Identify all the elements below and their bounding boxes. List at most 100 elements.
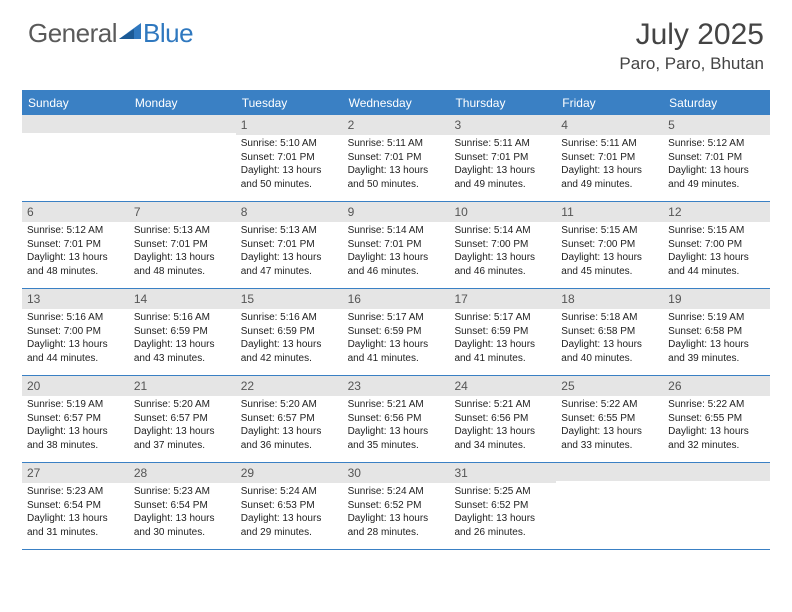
day-body: Sunrise: 5:15 AMSunset: 7:00 PMDaylight:… <box>556 222 663 282</box>
day-cell: 23Sunrise: 5:21 AMSunset: 6:56 PMDayligh… <box>343 376 450 462</box>
daylight-text: Daylight: 13 hours and 40 minutes. <box>561 338 659 365</box>
logo-text-blue: Blue <box>143 18 193 49</box>
day-body: Sunrise: 5:15 AMSunset: 7:00 PMDaylight:… <box>663 222 770 282</box>
day-body: Sunrise: 5:13 AMSunset: 7:01 PMDaylight:… <box>236 222 343 282</box>
month-title: July 2025 <box>619 18 764 52</box>
day-cell: 19Sunrise: 5:19 AMSunset: 6:58 PMDayligh… <box>663 289 770 375</box>
daylight-text: Daylight: 13 hours and 49 minutes. <box>561 164 659 191</box>
day-cell: 11Sunrise: 5:15 AMSunset: 7:00 PMDayligh… <box>556 202 663 288</box>
sunrise-text: Sunrise: 5:11 AM <box>454 137 552 151</box>
day-body: Sunrise: 5:19 AMSunset: 6:58 PMDaylight:… <box>663 309 770 369</box>
week-row: 13Sunrise: 5:16 AMSunset: 7:00 PMDayligh… <box>22 289 770 376</box>
day-number: 24 <box>449 376 556 396</box>
day-number: 12 <box>663 202 770 222</box>
day-cell: 27Sunrise: 5:23 AMSunset: 6:54 PMDayligh… <box>22 463 129 549</box>
day-number: 11 <box>556 202 663 222</box>
sunset-text: Sunset: 6:56 PM <box>348 412 446 426</box>
sunrise-text: Sunrise: 5:19 AM <box>27 398 125 412</box>
day-body: Sunrise: 5:11 AMSunset: 7:01 PMDaylight:… <box>556 135 663 195</box>
day-body: Sunrise: 5:17 AMSunset: 6:59 PMDaylight:… <box>449 309 556 369</box>
sunset-text: Sunset: 7:00 PM <box>561 238 659 252</box>
day-number: 25 <box>556 376 663 396</box>
day-number: 13 <box>22 289 129 309</box>
sunrise-text: Sunrise: 5:23 AM <box>134 485 232 499</box>
day-number: 10 <box>449 202 556 222</box>
daylight-text: Daylight: 13 hours and 50 minutes. <box>348 164 446 191</box>
sunrise-text: Sunrise: 5:22 AM <box>668 398 766 412</box>
day-number: 9 <box>343 202 450 222</box>
sunset-text: Sunset: 6:59 PM <box>454 325 552 339</box>
day-cell: 31Sunrise: 5:25 AMSunset: 6:52 PMDayligh… <box>449 463 556 549</box>
day-cell: 7Sunrise: 5:13 AMSunset: 7:01 PMDaylight… <box>129 202 236 288</box>
sunset-text: Sunset: 6:54 PM <box>27 499 125 513</box>
day-cell: 10Sunrise: 5:14 AMSunset: 7:00 PMDayligh… <box>449 202 556 288</box>
sunrise-text: Sunrise: 5:16 AM <box>27 311 125 325</box>
day-body: Sunrise: 5:23 AMSunset: 6:54 PMDaylight:… <box>22 483 129 543</box>
day-number: 5 <box>663 115 770 135</box>
day-cell: 25Sunrise: 5:22 AMSunset: 6:55 PMDayligh… <box>556 376 663 462</box>
day-cell: 8Sunrise: 5:13 AMSunset: 7:01 PMDaylight… <box>236 202 343 288</box>
sunrise-text: Sunrise: 5:11 AM <box>348 137 446 151</box>
weeks-container: 1 Sunrise: 5:10 AM Sunset: 7:01 PM Daylight… <box>22 115 770 550</box>
logo-text-general: General <box>28 18 117 49</box>
day-number: 7 <box>129 202 236 222</box>
sunset-text: Sunset: 6:55 PM <box>561 412 659 426</box>
empty-day-cell <box>556 463 663 549</box>
day-body: Sunrise: 5:11 AMSunset: 7:01 PMDaylight:… <box>449 135 556 195</box>
daylight-text: Daylight: 13 hours and 48 minutes. <box>27 251 125 278</box>
sunset-text: Sunset: 6:57 PM <box>241 412 339 426</box>
daylight-text: Daylight: 13 hours and 29 minutes. <box>241 512 339 539</box>
sunset-text: Sunset: 6:59 PM <box>241 325 339 339</box>
daylight-text: Daylight: 13 hours and 26 minutes. <box>454 512 552 539</box>
day-body: Sunrise: 5:21 AMSunset: 6:56 PMDaylight:… <box>449 396 556 456</box>
day-cell: 29 Sunrise: 5:24 AMSunset: 6:53 PMDayligh… <box>236 463 343 549</box>
sunrise-text: Sunrise: 5:24 AM <box>241 485 339 499</box>
day-number: 30 <box>343 463 450 483</box>
day-body: Sunrise: 5:24 AMSunset: 6:52 PMDaylight:… <box>343 483 450 543</box>
sunset-text: Sunset: 6:58 PM <box>561 325 659 339</box>
day-number: 18 <box>556 289 663 309</box>
daylight-text: Daylight: 13 hours and 33 minutes. <box>561 425 659 452</box>
sunset-text: Sunset: 7:01 PM <box>454 151 552 165</box>
sunrise-text: Sunrise: 5:11 AM <box>561 137 659 151</box>
daylight-text: Daylight: 13 hours and 48 minutes. <box>134 251 232 278</box>
day-number: 29 <box>236 463 343 483</box>
sunrise-text: Sunrise: 5:19 AM <box>668 311 766 325</box>
day-number: 15 <box>236 289 343 309</box>
day-cell: 28Sunrise: 5:23 AMSunset: 6:54 PMDayligh… <box>129 463 236 549</box>
day-number: 17 <box>449 289 556 309</box>
day-cell: 3Sunrise: 5:11 AMSunset: 7:01 PMDaylight… <box>449 115 556 201</box>
daylight-text: Daylight: 13 hours and 35 minutes. <box>348 425 446 452</box>
sunset-text: Sunset: 7:00 PM <box>668 238 766 252</box>
daylight-text: Daylight: 13 hours and 41 minutes. <box>454 338 552 365</box>
day-body: Sunrise: 5:21 AMSunset: 6:56 PMDaylight:… <box>343 396 450 456</box>
triangle-icon <box>119 21 141 46</box>
day-number: 21 <box>129 376 236 396</box>
sunset-text: Sunset: 6:52 PM <box>454 499 552 513</box>
sunrise-text: Sunrise: 5:22 AM <box>561 398 659 412</box>
day-number: 1 <box>236 115 343 135</box>
sunset-text: Sunset: 6:54 PM <box>134 499 232 513</box>
day-cell: 14Sunrise: 5:16 AMSunset: 6:59 PMDayligh… <box>129 289 236 375</box>
day-number: 26 <box>663 376 770 396</box>
day-cell: 16Sunrise: 5:17 AMSunset: 6:59 PMDayligh… <box>343 289 450 375</box>
day-body: Sunrise: 5:22 AMSunset: 6:55 PMDaylight:… <box>663 396 770 456</box>
day-body: Sunrise: 5:16 AMSunset: 6:59 PMDaylight:… <box>129 309 236 369</box>
sunrise-text: Sunrise: 5:10 AM <box>241 137 339 151</box>
sunrise-text: Sunrise: 5:12 AM <box>27 224 125 238</box>
sunset-text: Sunset: 7:01 PM <box>348 238 446 252</box>
sunset-text: Sunset: 7:01 PM <box>668 151 766 165</box>
empty-day-cell <box>129 115 236 201</box>
day-cell: 4Sunrise: 5:11 AMSunset: 7:01 PMDaylight… <box>556 115 663 201</box>
day-cell: 2Sunrise: 5:11 AMSunset: 7:01 PMDaylight… <box>343 115 450 201</box>
sunset-text: Sunset: 7:01 PM <box>241 238 339 252</box>
sunset-text: Sunset: 6:57 PM <box>27 412 125 426</box>
sunset-text: Sunset: 6:53 PM <box>241 499 339 513</box>
daylight-text: Daylight: 13 hours and 39 minutes. <box>668 338 766 365</box>
day-cell: 24Sunrise: 5:21 AMSunset: 6:56 PMDayligh… <box>449 376 556 462</box>
sunrise-text: Sunrise: 5:21 AM <box>348 398 446 412</box>
sunrise-text: Sunrise: 5:24 AM <box>348 485 446 499</box>
sunrise-text: Sunrise: 5:20 AM <box>241 398 339 412</box>
day-body: Sunrise: 5:22 AMSunset: 6:55 PMDaylight:… <box>556 396 663 456</box>
daylight-text: Daylight: 13 hours and 42 minutes. <box>241 338 339 365</box>
